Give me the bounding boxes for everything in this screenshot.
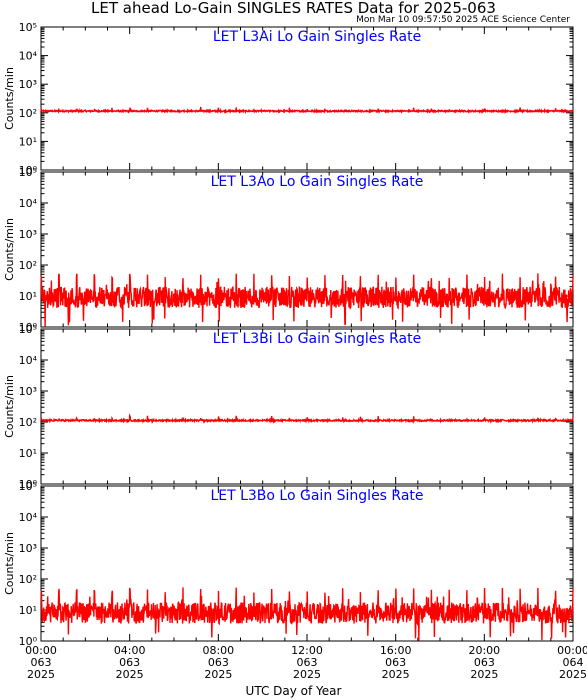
y-tick-label: 10¹ bbox=[19, 447, 37, 460]
x-tick-label: 16:00 bbox=[380, 644, 412, 657]
x-tick-label: 2025 bbox=[116, 668, 144, 681]
x-axis-title: UTC Day of Year bbox=[245, 684, 342, 698]
y-tick-label: 10⁵ bbox=[19, 480, 37, 493]
y-tick-label: 10¹ bbox=[19, 604, 37, 617]
y-tick-label: 10² bbox=[19, 573, 37, 586]
y-axis-label: Counts/min bbox=[3, 218, 16, 281]
series-line-2 bbox=[40, 273, 574, 327]
series-line-4 bbox=[40, 587, 574, 641]
y-tick-label: 10⁴ bbox=[19, 354, 38, 367]
y-tick-label: 10⁰ bbox=[19, 321, 38, 334]
y-tick-label: 10³ bbox=[19, 385, 37, 398]
y-tick-label: 10⁵ bbox=[19, 166, 37, 179]
x-tick-label: 2025 bbox=[204, 668, 232, 681]
x-tick-label: 08:00 bbox=[202, 644, 234, 657]
chart-title: LET ahead Lo-Gain SINGLES RATES Data for… bbox=[91, 0, 496, 17]
x-tick-label: 00:00 bbox=[25, 644, 57, 657]
x-tick-label: 2025 bbox=[470, 668, 498, 681]
y-tick-label: 10² bbox=[19, 259, 37, 272]
x-tick-label: 064 bbox=[563, 656, 584, 669]
y-tick-label: 10⁴ bbox=[19, 197, 38, 210]
x-tick-label: 063 bbox=[297, 656, 318, 669]
x-tick-label: 2025 bbox=[293, 668, 321, 681]
y-tick-label: 10¹ bbox=[19, 290, 37, 303]
panel-title-2: LET L3Ao Lo Gain Singles Rate bbox=[211, 174, 424, 190]
y-tick-label: 10¹ bbox=[19, 135, 37, 148]
x-tick-label: 2025 bbox=[27, 668, 55, 681]
series-line-1 bbox=[40, 106, 574, 115]
x-tick-label: 00:00 bbox=[557, 644, 587, 657]
y-tick-label: 10⁰ bbox=[19, 164, 38, 177]
x-tick-label: 063 bbox=[385, 656, 406, 669]
y-tick-label: 10³ bbox=[19, 228, 37, 241]
y-tick-label: 10⁵ bbox=[19, 323, 37, 336]
y-tick-label: 10⁰ bbox=[19, 635, 38, 648]
x-tick-label: 12:00 bbox=[291, 644, 323, 657]
y-tick-label: 10⁴ bbox=[19, 50, 38, 63]
x-tick-label: 2025 bbox=[559, 668, 587, 681]
panel-title-4: LET L3Bo Lo Gain Singles Rate bbox=[210, 488, 423, 504]
timestamp: Mon Mar 10 09:57:50 2025 ACE Science Cen… bbox=[356, 15, 570, 25]
panel-frame-3 bbox=[40, 328, 574, 485]
y-tick-label: 10³ bbox=[19, 78, 37, 91]
x-tick-label: 063 bbox=[31, 656, 52, 669]
y-axis-label: Counts/min bbox=[3, 532, 16, 595]
series-line-3 bbox=[40, 413, 574, 424]
y-axis-label: Counts/min bbox=[3, 375, 16, 438]
panel-title-3: LET L3Bi Lo Gain Singles Rate bbox=[213, 331, 421, 347]
y-tick-label: 10³ bbox=[19, 542, 37, 555]
x-tick-label: 063 bbox=[474, 656, 495, 669]
x-tick-label: 063 bbox=[119, 656, 140, 669]
y-tick-label: 10² bbox=[19, 416, 37, 429]
x-tick-label: 04:00 bbox=[114, 644, 146, 657]
panel-frame-1 bbox=[40, 26, 574, 171]
y-axis-label: Counts/min bbox=[3, 67, 16, 130]
y-tick-label: 10⁵ bbox=[19, 21, 37, 34]
x-tick-label: 2025 bbox=[382, 668, 410, 681]
y-tick-label: 10⁴ bbox=[19, 511, 38, 524]
x-tick-label: 063 bbox=[208, 656, 229, 669]
panel-title-1: LET L3Ai Lo Gain Singles Rate bbox=[213, 29, 421, 45]
y-tick-label: 10⁰ bbox=[19, 478, 38, 491]
y-tick-label: 10² bbox=[19, 107, 37, 120]
x-tick-label: 20:00 bbox=[468, 644, 500, 657]
